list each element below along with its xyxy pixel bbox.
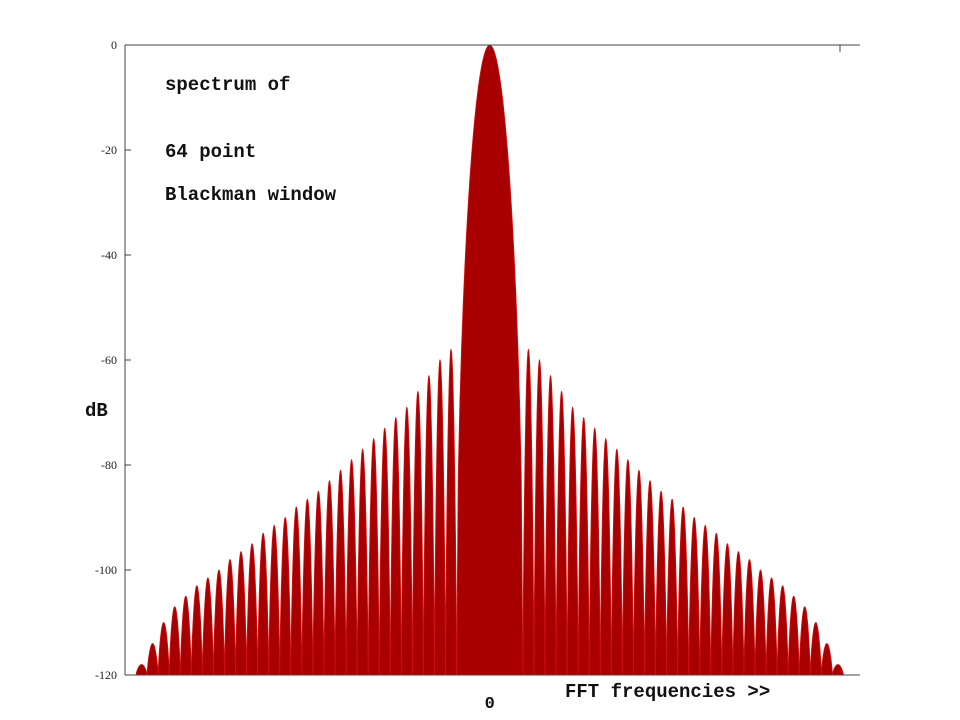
- lobe: [334, 469, 347, 676]
- lobe: [610, 448, 623, 676]
- lobe: [710, 532, 723, 676]
- lobe: [268, 524, 281, 676]
- lobe: [666, 498, 679, 676]
- lobe: [301, 498, 314, 676]
- lobe: [776, 585, 789, 676]
- lobe: [621, 458, 634, 676]
- lobe: [356, 448, 369, 676]
- lobe: [345, 458, 358, 676]
- y-tick-label: 0: [111, 38, 117, 52]
- lobe: [179, 595, 192, 676]
- lobe: [787, 595, 800, 676]
- x-axis-label: FFT frequencies >>: [565, 681, 770, 703]
- lobe: [400, 406, 413, 676]
- lobe: [544, 374, 557, 676]
- lobe: [246, 543, 259, 676]
- lobe: [411, 390, 424, 676]
- lobe: [831, 664, 844, 676]
- lobe: [257, 532, 270, 676]
- lobe: [599, 437, 612, 676]
- lobe: [235, 551, 247, 676]
- lobe: [633, 469, 645, 676]
- lobe: [655, 490, 667, 676]
- lobe: [677, 506, 690, 676]
- lobe: [168, 606, 181, 676]
- lobe: [699, 524, 712, 676]
- x-tick-label: 0: [485, 695, 495, 714]
- lobe: [312, 490, 325, 676]
- lobe: [644, 480, 656, 676]
- lobe: [688, 516, 701, 676]
- lobe: [555, 390, 568, 676]
- lobe: [367, 437, 380, 676]
- lobe: [765, 577, 778, 676]
- lobe: [809, 622, 822, 676]
- y-tick-label: -40: [101, 248, 117, 262]
- lobe: [434, 358, 446, 676]
- lobe: [135, 664, 148, 676]
- lobe: [190, 585, 203, 676]
- lobe: [522, 348, 535, 676]
- lobe: [157, 622, 170, 676]
- lobe: [213, 569, 225, 676]
- lobe: [743, 558, 756, 676]
- lobe: [732, 551, 745, 676]
- lobe: [820, 643, 833, 676]
- lobe: [456, 44, 524, 676]
- lobe: [378, 427, 391, 676]
- lobe: [445, 348, 457, 676]
- y-axis-label: dB: [85, 400, 108, 422]
- lobe: [577, 416, 590, 676]
- lobe: [201, 577, 214, 676]
- y-tick-label: -60: [101, 353, 117, 367]
- y-tick-label: -20: [101, 143, 117, 157]
- lobe: [423, 374, 435, 676]
- lobe: [798, 606, 811, 676]
- title-line: 64 point: [165, 141, 256, 163]
- y-tick-label: -120: [95, 668, 117, 682]
- y-tick-label: -80: [101, 458, 117, 472]
- lobe: [290, 506, 303, 676]
- title-line: Blackman window: [165, 184, 337, 206]
- lobe: [754, 569, 767, 676]
- lobe: [566, 406, 579, 676]
- y-tick-label: -100: [95, 563, 117, 577]
- lobe: [533, 358, 546, 676]
- lobe: [224, 558, 236, 676]
- lobe: [279, 516, 292, 676]
- title-line: spectrum of: [165, 74, 290, 96]
- lobe: [323, 480, 336, 676]
- lobe: [146, 643, 159, 676]
- lobe: [588, 427, 601, 676]
- lobe: [389, 416, 402, 676]
- lobe: [721, 543, 734, 676]
